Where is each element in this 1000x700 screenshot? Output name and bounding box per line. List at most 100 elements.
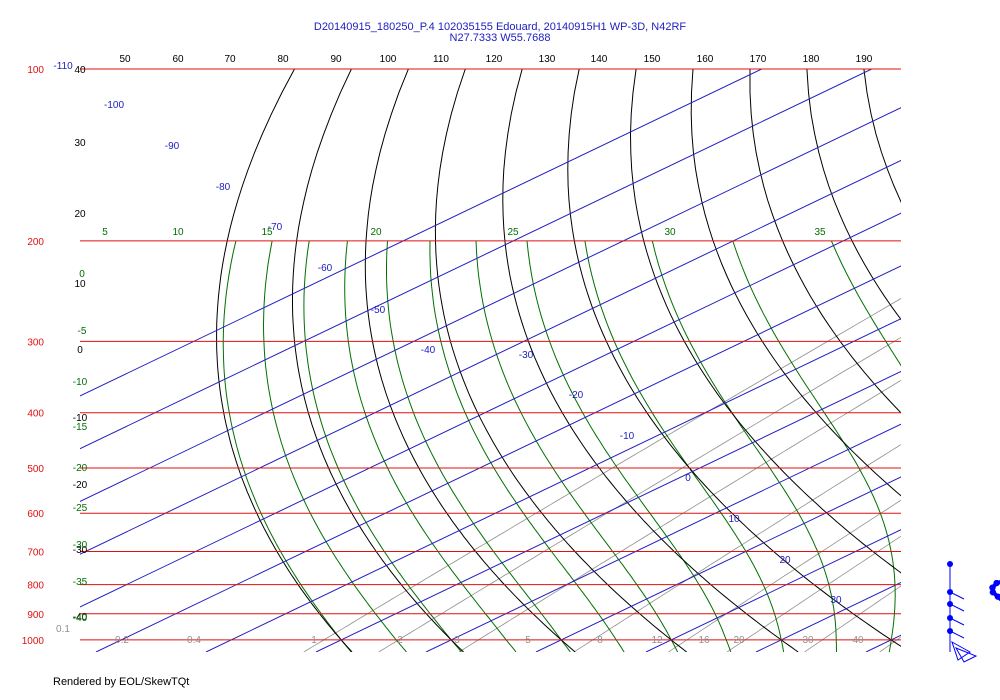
wind-barb-flag (949, 591, 965, 600)
moist-adiabat-label: -40 (73, 613, 88, 624)
isotherm-label: -20 (569, 390, 584, 401)
dry-adiabat-left-label: 30 (74, 138, 86, 149)
dry-adiabat-line (364, 69, 576, 652)
moist-adiabat-line (526, 240, 732, 652)
isotherm-label: -10 (620, 431, 635, 442)
title-line-1: D20140915_180250_P.4 102035155 Edouard, … (313, 21, 687, 33)
mixing-ratio-label: 40 (852, 635, 864, 646)
dry-adiabat-top-label: 50 (119, 54, 131, 65)
isotherm-line (535, 476, 901, 652)
isotherm-line (645, 529, 901, 652)
dry-adiabat-line (292, 69, 464, 652)
mixing-ratio-line (303, 298, 901, 652)
isotherm-line (755, 581, 901, 652)
title-line-2: N27.7333 W55.7688 (449, 32, 551, 44)
wind-barb-dot (947, 561, 953, 567)
isotherms (80, 69, 1000, 652)
moist-adiabat-label: -10 (73, 377, 88, 388)
mixing-ratio-label: 12 (651, 635, 663, 646)
isotherm-label: 30 (830, 595, 842, 606)
dry-adiabat-top-label: 90 (330, 54, 342, 65)
moist-adiabat-line (429, 240, 625, 652)
chart-title: D20140915_180250_P.4 102035155 Edouard, … (0, 22, 1000, 44)
mixing-ratio-label: 3 (454, 635, 460, 646)
isotherm-label: -30 (519, 350, 534, 361)
render-credit: Rendered by EOL/SkewTQt (53, 676, 190, 688)
mixing-ratio-label: 1 (311, 635, 317, 646)
dry-adiabat-line (629, 69, 901, 574)
mixing-ratio-line (804, 585, 901, 652)
isotherm-line (80, 69, 872, 450)
moist-adiabat-line (732, 240, 896, 652)
mixing-ratio-label: 16 (698, 635, 710, 646)
isotherm-label: 0 (685, 473, 691, 484)
pressure-tick-label: 800 (27, 581, 44, 592)
wind-barb-flag (949, 603, 965, 612)
pressure-tick-label: 700 (27, 547, 44, 558)
dry-adiabat-line (502, 69, 799, 652)
dry-adiabat-top-label: 110 (433, 54, 449, 65)
wind-barb-flag (949, 630, 965, 639)
moist-adiabat-label: 15 (261, 227, 273, 238)
wind-pennant (954, 647, 978, 663)
dry-adiabat-left-label: -10 (73, 413, 88, 424)
dry-adiabat-line (978, 69, 1000, 652)
dry-adiabat-left-label: 40 (74, 65, 86, 76)
dry-adiabat-left-label: -30 (73, 545, 88, 556)
isotherm-label: 20 (779, 555, 791, 566)
isotherm-line (315, 370, 901, 652)
dry-adiabat-top-label: 100 (380, 54, 397, 65)
isotherm-line (205, 318, 901, 652)
dry-adiabat-top-label: 170 (750, 54, 767, 65)
isotherm-line (865, 634, 901, 652)
moist-adiabat-line (222, 240, 352, 652)
moist-adiabat-label: 30 (664, 227, 676, 238)
mixing-ratio-label: 0.2 (115, 635, 129, 646)
moist-adiabat-label: -35 (73, 577, 88, 588)
isotherm-line (80, 159, 901, 555)
moist-adiabat-label: -15 (73, 422, 88, 433)
dry-adiabat-left-label: -40 (73, 612, 88, 623)
isotherm-label: 10 (728, 514, 740, 525)
isotherm-line (80, 69, 762, 397)
mixing-ratio-line (726, 535, 901, 652)
wind-barb-flag (949, 617, 965, 626)
moist-adiabat-line (303, 240, 462, 652)
isotherm-line (976, 69, 1000, 652)
isotherm-line (425, 423, 901, 652)
dry-adiabat-line (216, 69, 353, 652)
pressure-tick-label: 200 (27, 237, 44, 248)
pressure-tick-label: 900 (27, 610, 44, 621)
dry-adiabat-top-label: 190 (856, 54, 873, 65)
isotherm-line (95, 265, 901, 652)
pressure-tick-label: 1000 (22, 636, 45, 647)
dry-adiabats (216, 69, 1000, 652)
mixing-ratio-line (458, 379, 901, 652)
pressure-tick-label: 400 (27, 409, 44, 420)
mixing-ratio-label: 5 (525, 635, 531, 646)
dewpoint-point (989, 584, 996, 591)
isotherm-label: -90 (165, 141, 180, 152)
isobars (80, 68, 901, 641)
wind-barbs (947, 561, 978, 663)
dewpoint-point (994, 593, 1000, 600)
dry-adiabat-line (806, 69, 901, 321)
dry-adiabat-top-label: 180 (803, 54, 820, 65)
moist-adiabat-line (344, 240, 517, 652)
dry-adiabat-left-label: -20 (73, 480, 88, 491)
isotherm-line (80, 107, 901, 502)
isotherm-label: -50 (371, 305, 386, 316)
dry-adiabat-line (434, 69, 688, 652)
mixing-ratio-label: 0.4 (187, 635, 201, 646)
moist-adiabat-label: 5 (102, 227, 108, 238)
dry-adiabat-line (863, 69, 901, 203)
dry-adiabat-top-label: 140 (591, 54, 608, 65)
moist-adiabat-label: 0 (79, 269, 85, 280)
mixing-ratio-line (378, 336, 901, 652)
dry-adiabat-line (749, 69, 901, 414)
isotherm-label: -100 (104, 100, 124, 111)
dry-adiabat-line (690, 69, 901, 497)
dry-adiabat-top-label: 70 (224, 54, 236, 65)
isotherm-label: -70 (268, 222, 283, 233)
